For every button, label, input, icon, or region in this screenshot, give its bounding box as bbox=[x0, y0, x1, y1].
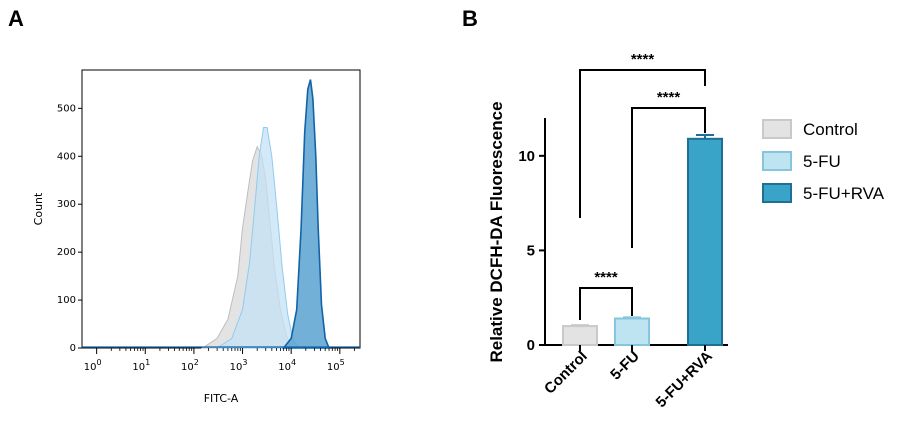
x-tick-base: 10 bbox=[327, 362, 340, 373]
x-tick-base: 10 bbox=[132, 362, 145, 373]
significance-bracket bbox=[579, 69, 706, 218]
x-tick-base: 10 bbox=[278, 362, 291, 373]
legend-swatch-5-fu-rva bbox=[762, 183, 792, 203]
x-tick-base: 10 bbox=[84, 362, 97, 373]
x-tick-label: Control bbox=[541, 348, 591, 398]
x-tick-base: 10 bbox=[181, 362, 194, 373]
x-tick-label: 103 bbox=[230, 358, 248, 373]
panel-a-label: A bbox=[8, 6, 24, 31]
x-tick-exponent: 5 bbox=[340, 358, 345, 367]
bar-5-fu bbox=[614, 317, 650, 346]
y-tick-label: 5 bbox=[527, 242, 535, 259]
legend-label: 5-FU bbox=[803, 152, 841, 171]
y-tick-label: 300 bbox=[57, 199, 76, 210]
y-tick-label: 200 bbox=[57, 247, 76, 258]
x-tick-label: 5-FU+RVA bbox=[653, 348, 716, 411]
significance-label: **** bbox=[657, 89, 681, 106]
y-tick-label: 0 bbox=[527, 337, 535, 354]
y-tick-label: 100 bbox=[57, 295, 76, 306]
x-tick-exponent: 4 bbox=[291, 358, 296, 367]
x-tick-label: 101 bbox=[132, 358, 150, 373]
x-tick-exponent: 2 bbox=[194, 358, 199, 367]
significance-bracket bbox=[631, 107, 706, 248]
bar-chart: 0 5 10 Control 5-FU 5-FU+RVA **** **** **** Relat… bbox=[487, 51, 728, 411]
x-axis-label: FITC-A bbox=[204, 392, 239, 405]
y-axis-label: Count bbox=[32, 192, 45, 225]
legend-swatch-5-fu bbox=[762, 151, 792, 171]
histogram-5-fu-rva bbox=[281, 79, 331, 349]
histogram-5-fu bbox=[215, 127, 301, 349]
y-tick-label: 10 bbox=[518, 148, 535, 165]
y-tick-label: 500 bbox=[57, 103, 76, 114]
x-tick-label: 5-FU bbox=[607, 348, 643, 384]
significance-bracket bbox=[579, 287, 633, 320]
y-axis-label: Relative DCFH-DA Fluorescence bbox=[487, 101, 506, 362]
bar-5-fu-rva bbox=[687, 137, 723, 346]
x-tick-label: 100 bbox=[84, 358, 102, 373]
bar-control bbox=[562, 325, 598, 347]
x-tick-exponent: 1 bbox=[145, 358, 150, 367]
x-tick-exponent: 0 bbox=[96, 358, 101, 367]
legend-swatch-control bbox=[762, 119, 792, 139]
significance-label: **** bbox=[631, 51, 655, 68]
panel-b-label: B bbox=[462, 6, 478, 31]
legend-label: 5-FU+RVA bbox=[803, 184, 885, 203]
significance-label: **** bbox=[594, 269, 618, 286]
x-tick-label: 105 bbox=[327, 358, 345, 373]
legend-label: Control bbox=[803, 120, 858, 139]
y-tick-label: 400 bbox=[57, 151, 76, 162]
x-tick-base: 10 bbox=[230, 362, 243, 373]
legend: Control 5-FU 5-FU+RVA bbox=[762, 119, 885, 203]
y-tick-label: 0 bbox=[70, 343, 76, 354]
x-tick-label: 102 bbox=[181, 358, 199, 373]
x-tick-label: 104 bbox=[278, 358, 296, 373]
x-tick-exponent: 3 bbox=[242, 358, 247, 367]
